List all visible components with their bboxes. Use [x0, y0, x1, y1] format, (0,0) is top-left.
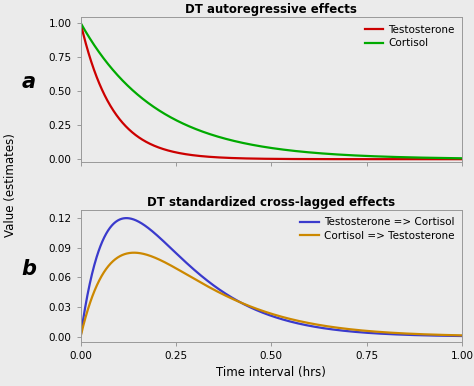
Title: DT autoregressive effects: DT autoregressive effects: [185, 3, 357, 16]
Text: Value (estimates): Value (estimates): [4, 133, 17, 237]
Text: a: a: [22, 73, 36, 92]
Text: b: b: [22, 259, 36, 279]
Title: DT standardized cross-lagged effects: DT standardized cross-lagged effects: [147, 196, 395, 209]
X-axis label: Time interval (hrs): Time interval (hrs): [217, 366, 326, 379]
Legend: Testosterone, Cortisol: Testosterone, Cortisol: [363, 22, 457, 51]
Legend: Testosterone => Cortisol, Cortisol => Testosterone: Testosterone => Cortisol, Cortisol => Te…: [298, 215, 457, 243]
